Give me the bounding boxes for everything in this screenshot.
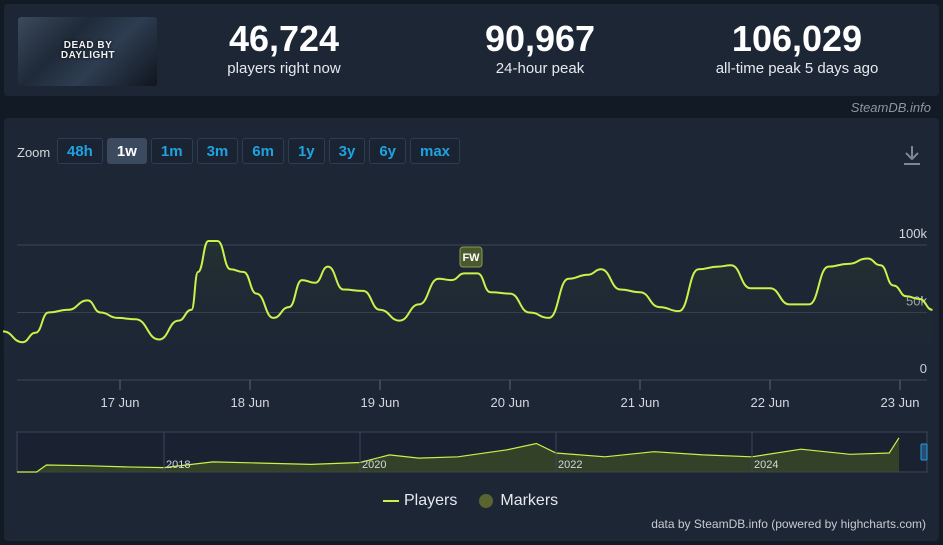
zoom-3m-button[interactable]: 3m xyxy=(196,138,239,164)
zoom-6y-button[interactable]: 6y xyxy=(369,138,406,164)
day-peak-stat: 90,967 24-hour peak xyxy=(410,18,670,78)
x-tick-label: 21 Jun xyxy=(620,395,659,410)
zoom-buttons: 48h 1w 1m 3m 6m 1y 3y 6y max xyxy=(57,138,461,164)
navigator-series-line xyxy=(17,437,900,473)
zoom-max-button[interactable]: max xyxy=(410,138,461,164)
all-time-peak-value: 106,029 xyxy=(731,18,863,59)
players-legend-swatch[interactable] xyxy=(383,500,399,502)
marker-flag-label: FW xyxy=(462,252,480,264)
zoom-label: Zoom xyxy=(17,145,51,160)
download-icon[interactable] xyxy=(903,145,921,165)
current-players-stat: 46,724 players right now xyxy=(154,18,414,78)
game-logo-text: DEAD BY DAYLIGHT xyxy=(60,40,116,61)
day-peak-label: 24-hour peak xyxy=(495,60,585,77)
zoom-1w-button[interactable]: 1w xyxy=(106,138,147,164)
all-time-peak-stat: 106,029 all-time peak 5 days ago xyxy=(667,18,927,78)
markers-legend-label[interactable]: Markers xyxy=(500,492,559,509)
navigator-tick-label: 2022 xyxy=(558,459,582,471)
x-tick-label: 20 Jun xyxy=(490,395,529,410)
chart-legend: Players Markers xyxy=(383,492,558,510)
zoom-1m-button[interactable]: 1m xyxy=(150,138,193,164)
zoom-1y-button[interactable]: 1y xyxy=(287,138,325,164)
steamdb-watermark[interactable]: SteamDB.info xyxy=(850,100,931,115)
all-time-peak-label: all-time peak 5 days ago xyxy=(715,60,879,77)
navigator-handle[interactable] xyxy=(920,443,928,461)
zoom-3y-button[interactable]: 3y xyxy=(328,138,366,164)
players-area xyxy=(3,240,933,380)
stats-header: DEAD BY DAYLIGHT 46,724 players right no… xyxy=(4,4,939,96)
x-tick-label: 19 Jun xyxy=(360,395,399,410)
y-tick-label: 100k xyxy=(899,226,928,241)
navigator-tick-label: 2018 xyxy=(166,459,190,471)
navigator-area xyxy=(17,437,899,472)
game-header-image[interactable]: DEAD BY DAYLIGHT xyxy=(18,17,157,86)
current-players-label: players right now xyxy=(227,60,341,77)
x-tick-label: 23 Jun xyxy=(880,395,919,410)
players-series-line[interactable] xyxy=(2,239,933,344)
markers-legend-swatch[interactable] xyxy=(479,494,494,508)
zoom-48h-button[interactable]: 48h xyxy=(57,138,103,164)
current-players-value: 46,724 xyxy=(228,18,340,59)
chart-credits[interactable]: data by SteamDB.info (powered by highcha… xyxy=(651,517,926,531)
marker-flag[interactable] xyxy=(459,246,483,268)
zoom-6m-button[interactable]: 6m xyxy=(242,138,284,164)
players-legend-label[interactable]: Players xyxy=(404,492,458,509)
navigator-tick-label: 2024 xyxy=(754,459,778,471)
navigator-tick-label: 2020 xyxy=(362,459,386,471)
x-tick-label: 17 Jun xyxy=(100,395,139,410)
x-tick-label: 18 Jun xyxy=(230,395,269,410)
x-tick-label: 22 Jun xyxy=(750,395,789,410)
day-peak-value: 90,967 xyxy=(484,18,596,59)
